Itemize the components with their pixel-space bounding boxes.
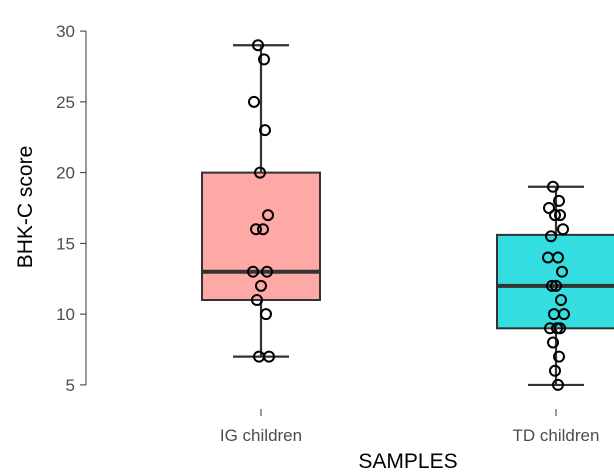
data-point <box>261 265 273 278</box>
plot-area <box>201 39 614 391</box>
x-axis: IG children TD children <box>220 409 600 445</box>
data-point <box>554 322 566 335</box>
data-point <box>263 350 275 363</box>
data-point <box>262 209 274 222</box>
data-point <box>556 265 568 278</box>
y-axis: 5 10 15 20 25 30 <box>56 22 87 395</box>
data-point <box>542 251 554 264</box>
y-tick-label: 25 <box>56 93 75 112</box>
y-tick-label: 30 <box>56 22 75 41</box>
data-point <box>260 308 272 321</box>
data-point <box>248 95 260 108</box>
box-group <box>201 39 321 363</box>
data-point <box>257 223 269 236</box>
data-point <box>558 308 570 321</box>
data-point <box>255 279 267 292</box>
box-group <box>496 180 614 391</box>
y-tick-label: 5 <box>66 376 75 395</box>
y-tick-label: 15 <box>56 234 75 253</box>
data-point <box>259 124 271 137</box>
y-tick-label: 20 <box>56 164 75 183</box>
box-iqr <box>201 171 321 301</box>
data-point <box>258 53 270 66</box>
y-axis-title: BHK-C score <box>14 146 37 269</box>
data-point <box>250 223 262 236</box>
data-point <box>547 336 559 349</box>
data-point <box>252 39 264 52</box>
data-point <box>545 230 557 243</box>
data-point <box>552 378 564 391</box>
data-point <box>547 180 559 193</box>
y-tick-label: 10 <box>56 305 75 324</box>
data-point <box>554 209 566 222</box>
data-point <box>247 265 259 278</box>
data-point <box>555 294 567 306</box>
data-point <box>553 194 565 207</box>
data-point <box>254 166 266 179</box>
data-point <box>549 364 561 377</box>
data-point <box>546 279 558 292</box>
data-point <box>550 279 562 292</box>
data-point <box>251 294 263 306</box>
x-tick-label: IG children <box>220 426 302 445</box>
x-tick-label: TD children <box>513 426 600 445</box>
x-axis-title: SAMPLES <box>358 450 457 473</box>
data-point <box>553 350 565 363</box>
data-point <box>557 223 569 236</box>
data-point <box>543 202 555 214</box>
data-point <box>549 209 561 222</box>
